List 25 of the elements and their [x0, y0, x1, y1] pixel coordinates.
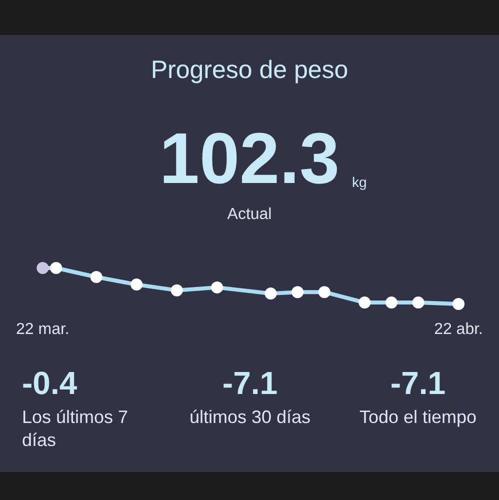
x-tick-label: 22 mar. — [16, 321, 70, 338]
point — [412, 296, 424, 309]
point — [385, 296, 398, 309]
point — [130, 278, 143, 291]
point — [170, 284, 183, 296]
point — [452, 298, 465, 310]
text: Los últimos 7 días — [22, 406, 130, 452]
point — [358, 296, 371, 309]
text: -7.1 — [389, 365, 447, 402]
point — [292, 286, 304, 298]
chart-title: Progreso de peso — [150, 56, 350, 85]
text: kg — [352, 174, 367, 190]
point — [90, 271, 102, 283]
text: Todo el tiempo — [358, 406, 478, 429]
point — [36, 262, 49, 274]
point — [318, 286, 330, 298]
point — [264, 288, 277, 300]
x-tick-label: 22 abr. — [434, 321, 484, 338]
point — [211, 281, 224, 294]
text: 102.3 — [159, 119, 340, 199]
point — [50, 262, 62, 274]
text: -0.4 — [22, 365, 78, 402]
text: Actual — [226, 206, 273, 224]
text: últimos 30 días — [188, 406, 312, 429]
text: -7.1 — [221, 365, 279, 402]
